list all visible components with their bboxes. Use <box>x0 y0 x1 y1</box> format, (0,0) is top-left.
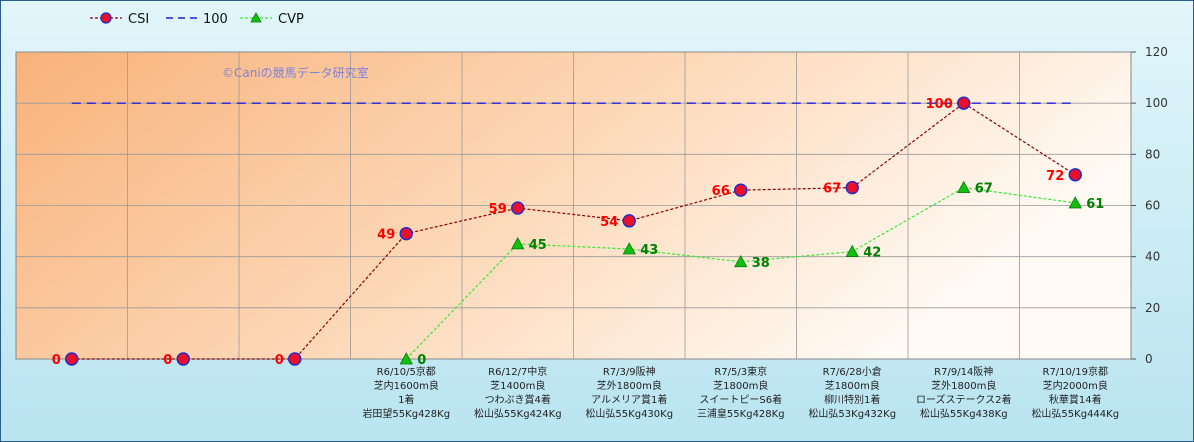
y-tick-label: 100 <box>1145 96 1168 110</box>
x-tick-label: R7/3/9阪神 <box>603 365 656 378</box>
x-tick-label: つわぶき賞4着 <box>485 393 551 406</box>
csi-data-label: 0 <box>275 353 284 368</box>
watermark: ©Caniの競馬データ研究室 <box>222 65 369 80</box>
csi-data-label: 0 <box>52 353 61 368</box>
y-tick-label: 0 <box>1145 352 1153 366</box>
csi-point <box>399 226 413 241</box>
x-tick-label: 芝1400m良 <box>490 379 545 392</box>
y-tick-label: 20 <box>1145 301 1160 315</box>
y-tick-label: 40 <box>1145 250 1160 264</box>
x-tick-label: R7/5/3東京 <box>714 365 767 378</box>
x-tick-label: 松山弘55Kg444Kg <box>1031 407 1119 420</box>
x-tick-label: R7/9/14阪神 <box>934 365 993 378</box>
x-tick-label: 芝内1600m良 <box>374 379 439 392</box>
csi-point <box>734 183 748 197</box>
cvp-point <box>399 352 413 365</box>
csi-point <box>176 352 190 366</box>
csi-data-label: 54 <box>600 215 618 230</box>
csi-data-label: 100 <box>926 97 953 112</box>
legend-label: 100 <box>203 12 228 27</box>
cvp-point <box>734 254 748 268</box>
cvp-data-label: 61 <box>1086 197 1104 212</box>
cvp-data-label: 45 <box>529 238 547 253</box>
csi-data-label: 67 <box>823 182 841 197</box>
x-tick-label: スイートピーS6着 <box>699 393 782 406</box>
cvp-data-label: 0 <box>417 353 426 368</box>
cvp-point <box>622 242 636 255</box>
csi-point <box>845 180 859 195</box>
csi-point <box>511 201 525 215</box>
x-tick-label: 松山弘55Kg424Kg <box>474 407 562 420</box>
legend-marker <box>250 12 262 23</box>
csi-point <box>957 96 971 110</box>
x-tick-label: 芝1800m良 <box>713 379 768 392</box>
legend-label: CSI <box>128 12 149 27</box>
legend-marker <box>100 12 112 24</box>
x-tick-label: 秋華賞14着 <box>1049 393 1102 406</box>
cvp-data-label: 42 <box>863 246 881 261</box>
cvp-point <box>1068 196 1082 209</box>
x-tick-label: 岩田望55Kg428Kg <box>362 407 450 420</box>
x-tick-label: 柳川特別1着 <box>824 393 880 406</box>
cvp-point <box>957 180 971 193</box>
csi-data-label: 72 <box>1046 169 1064 184</box>
csi-point <box>622 214 636 228</box>
csi-data-label: 0 <box>163 353 172 368</box>
csi-data-label: 66 <box>712 184 730 199</box>
cvp-point <box>845 244 859 257</box>
x-tick-label: R6/10/5京都 <box>377 365 436 378</box>
legend-label: CVP <box>278 12 304 27</box>
series-line-csi <box>71 102 1076 360</box>
x-tick-label: アルメリア賞1着 <box>591 393 667 406</box>
csi-data-label: 59 <box>489 202 507 217</box>
legend: CSI 100 CVP <box>90 12 304 27</box>
cvp-data-label: 67 <box>975 182 993 197</box>
x-tick-label: 1着 <box>398 393 414 406</box>
x-tick-label: 松山弘55Kg430Kg <box>585 407 673 420</box>
x-tick-label: R7/6/28小倉 <box>823 365 882 378</box>
y-tick-label: 60 <box>1145 199 1160 213</box>
y-axis: 0 20 40 60 80 100 120 <box>1131 45 1168 366</box>
x-tick-label: 松山弘55Kg438Kg <box>920 407 1008 420</box>
series-layer: 0 45 43 38 42 67 61 0 0 0 49 59 54 66 67 100 72 <box>52 96 1104 368</box>
x-tick-label: 三浦皇55Kg428Kg <box>697 407 785 420</box>
x-tick-label: 芝1800m良 <box>825 379 880 392</box>
x-tick-label: ローズステークス2着 <box>916 393 1012 406</box>
y-tick-label: 80 <box>1145 147 1160 161</box>
csi-point <box>65 352 79 366</box>
csi-data-label: 49 <box>377 228 395 243</box>
csi-point <box>1068 168 1082 182</box>
x-tick-label: 松山弘53Kg432Kg <box>808 407 896 420</box>
csi-point <box>288 352 302 366</box>
x-tick-label: 芝内2000m良 <box>1043 379 1108 392</box>
cvp-data-label: 43 <box>640 243 658 258</box>
x-tick-label: 芝外1800m良 <box>597 379 662 392</box>
cvp-point <box>511 237 525 250</box>
x-tick-label: 芝外1800m良 <box>931 379 996 392</box>
x-tick-label: R6/12/7中京 <box>488 365 547 378</box>
cvp-data-label: 38 <box>752 256 770 271</box>
y-tick-label: 120 <box>1145 45 1168 59</box>
x-tick-label: R7/10/19京都 <box>1043 365 1109 378</box>
